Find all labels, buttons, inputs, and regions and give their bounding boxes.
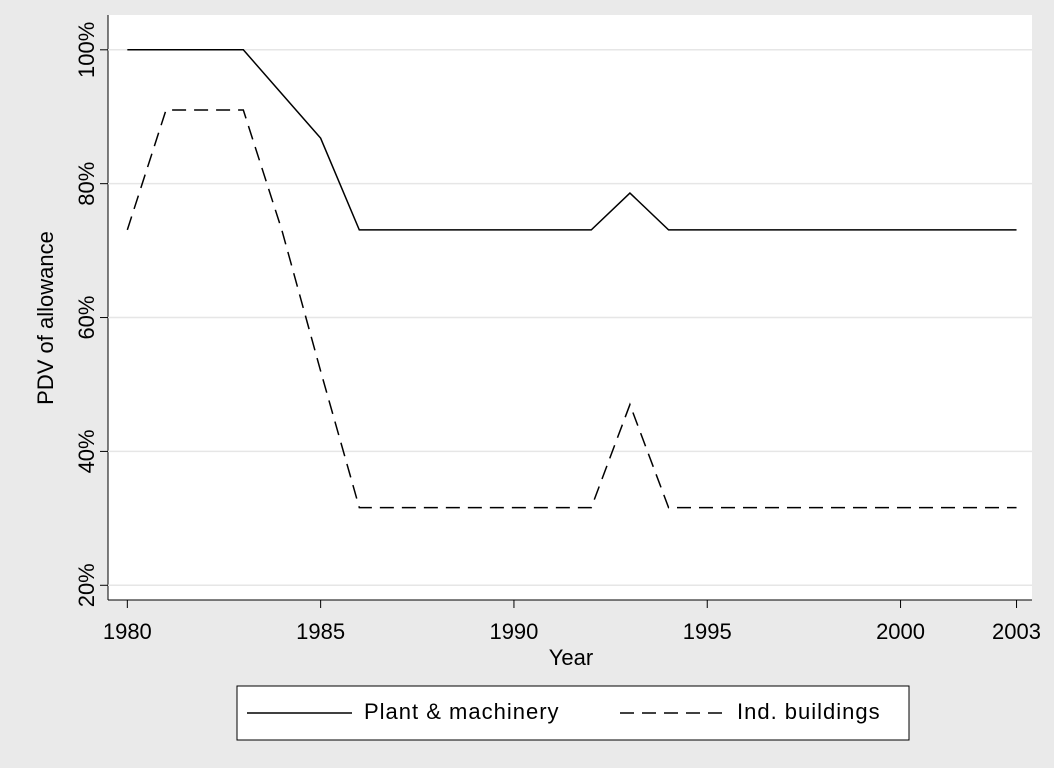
x-tick-label: 2003 xyxy=(992,619,1041,644)
y-tick-label: 60% xyxy=(74,296,99,340)
series-line xyxy=(126,109,1017,509)
x-axis-title: Year xyxy=(549,645,593,670)
x-tick-label: 1990 xyxy=(489,619,538,644)
x-tick-label: 1995 xyxy=(683,619,732,644)
y-tick-label: 100% xyxy=(74,22,99,78)
legend-label: Plant & machinery xyxy=(364,699,560,724)
y-tick-label: 40% xyxy=(74,429,99,473)
legend-label: Ind. buildings xyxy=(737,699,881,724)
plot-area xyxy=(108,15,1032,600)
y-tick-label: 80% xyxy=(74,162,99,206)
x-tick-label: 1980 xyxy=(103,619,152,644)
series-line xyxy=(127,49,1017,231)
y-tick-label: 20% xyxy=(74,563,99,607)
x-tick-label: 1985 xyxy=(296,619,345,644)
y-axis-title: PDV of allowance xyxy=(33,231,58,405)
x-tick-label: 2000 xyxy=(876,619,925,644)
